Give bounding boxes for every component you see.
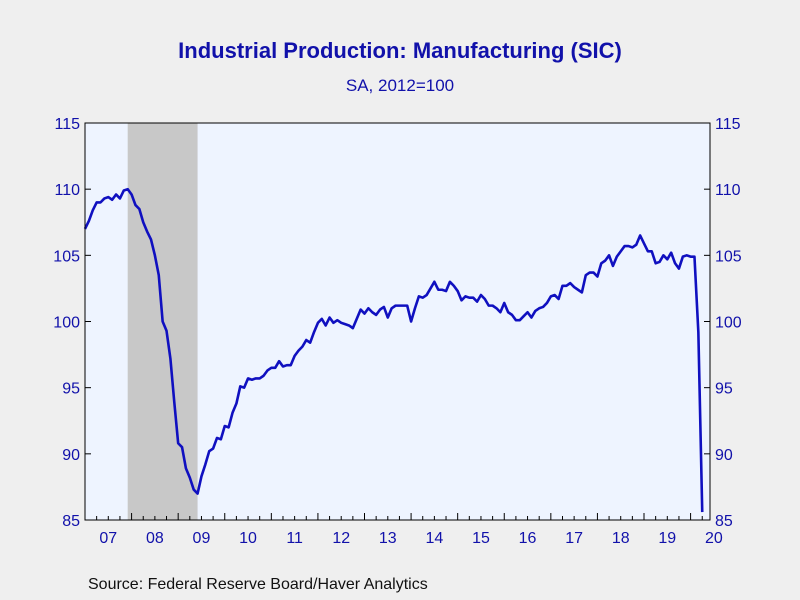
y-tick-label-left: 110 [54,182,80,199]
y-tick-label-right: 95 [715,381,733,398]
x-tick-label: 12 [332,530,350,547]
axis-labels: 85 85 90 90 95 95 100 100 105 105 110 110 115 115 07 08… [53,116,742,547]
x-tick-label: 10 [239,530,257,547]
chart-title: Industrial Production: Manufacturing (SI… [178,38,622,63]
x-tick-label: 13 [379,530,397,547]
chart-subtitle: SA, 2012=100 [345,76,455,95]
y-tick-label-right: 90 [715,447,733,464]
x-tick-label: 08 [146,530,164,547]
x-tick-label: 09 [193,530,211,547]
x-tick-label: 20 [705,530,723,547]
y-tick-label-right: 100 [715,315,742,332]
x-tick-label: 17 [565,530,583,547]
y-tick-label-left: 115 [54,116,80,133]
series-line [83,187,704,513]
x-tick-label: 14 [425,530,443,547]
y-tick-label-right: 85 [715,513,733,530]
x-tick-label: 19 [658,530,676,547]
x-tick-label: 07 [99,530,117,547]
x-tick-label: 11 [286,530,303,547]
x-tick-label: 16 [519,530,537,547]
y-tick-label-left: 95 [62,381,80,398]
series-layer [83,187,704,513]
x-tick-label: 18 [612,530,630,547]
y-tick-label-right: 105 [715,248,742,265]
y-tick-label-right: 115 [715,116,741,133]
y-tick-label-left: 90 [62,447,80,464]
y-tick-label-left: 105 [53,248,80,265]
source-note: Source: Federal Reserve Board/Haver Anal… [88,576,428,593]
y-tick-label-right: 110 [715,182,741,199]
axis-ticks [85,122,710,521]
x-tick-label: 15 [472,530,490,547]
y-tick-label-left: 85 [62,513,80,530]
y-tick-label-left: 100 [53,315,80,332]
